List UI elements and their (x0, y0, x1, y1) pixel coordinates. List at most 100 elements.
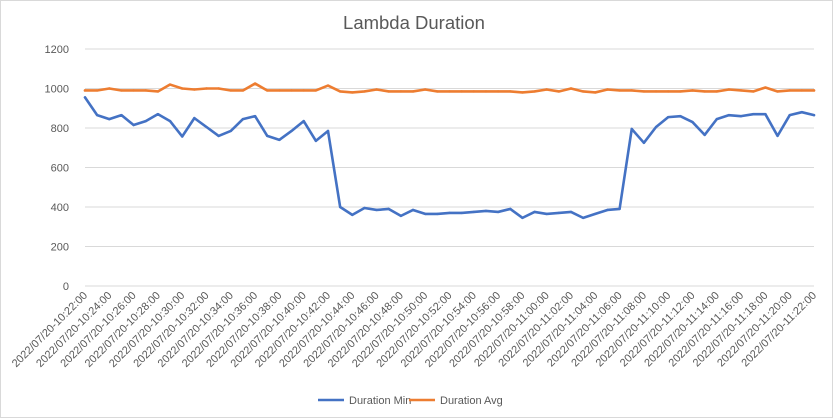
data-point-duration-min (205, 125, 208, 129)
data-point-duration-min (715, 117, 718, 121)
data-point-duration-avg (460, 90, 463, 93)
data-point-duration-avg (387, 90, 390, 93)
data-point-duration-min (496, 210, 500, 214)
data-point-duration-min (399, 214, 403, 218)
data-point-duration-avg (156, 90, 160, 93)
data-point-duration-avg (594, 91, 597, 94)
data-point-duration-min (788, 113, 791, 117)
data-point-duration-min (314, 139, 318, 143)
data-point-duration-min (83, 96, 87, 99)
data-point-duration-min (168, 119, 172, 123)
data-point-duration-avg (533, 90, 536, 93)
data-point-duration-min (581, 216, 585, 220)
data-point-duration-min (654, 125, 658, 129)
data-point-duration-avg (181, 87, 184, 90)
data-point-duration-min (156, 112, 160, 116)
data-point-duration-avg (739, 89, 743, 92)
data-point-duration-avg (241, 89, 245, 92)
data-point-duration-min (557, 211, 561, 215)
data-point-duration-min (545, 212, 548, 216)
data-point-duration-avg (557, 90, 561, 93)
x-axis-tick-labels: 2022/07/20-10:22:002022/07/20-10:24:0020… (10, 290, 819, 370)
data-point-duration-avg (302, 89, 305, 92)
data-point-duration-avg (472, 90, 475, 93)
data-point-duration-avg (375, 88, 378, 91)
data-point-duration-avg (606, 88, 609, 91)
data-point-duration-avg (764, 86, 767, 89)
data-point-duration-min (181, 135, 184, 138)
data-point-duration-min (302, 119, 305, 123)
data-point-duration-avg (448, 90, 451, 93)
data-point-duration-avg (266, 89, 269, 92)
data-point-duration-min (472, 210, 475, 214)
data-point-duration-avg (217, 87, 220, 90)
data-point-duration-min (618, 207, 621, 211)
data-point-duration-avg (509, 90, 512, 93)
data-point-duration-avg (253, 82, 257, 85)
data-point-duration-avg (424, 88, 427, 91)
data-point-duration-min (108, 117, 111, 121)
data-point-duration-avg (83, 89, 87, 92)
data-point-duration-min (800, 111, 804, 114)
data-point-duration-min (703, 133, 706, 137)
data-point-duration-avg (229, 89, 232, 92)
y-tick-label: 0 (63, 281, 69, 293)
data-point-duration-avg (484, 90, 488, 93)
data-point-duration-min (533, 210, 536, 214)
data-point-duration-min (363, 206, 366, 210)
data-point-duration-min (460, 211, 463, 215)
data-point-duration-min (484, 209, 488, 213)
data-point-duration-min (594, 212, 597, 216)
data-point-duration-avg (703, 90, 706, 93)
data-point-duration-min (752, 112, 755, 116)
data-point-duration-min (764, 112, 767, 116)
data-point-duration-min (132, 123, 135, 127)
data-point-duration-avg (363, 90, 366, 93)
data-point-duration-avg (193, 88, 196, 91)
data-point-duration-min (739, 114, 743, 118)
data-point-duration-avg (630, 89, 633, 92)
data-point-duration-min (642, 141, 646, 145)
data-point-duration-avg (411, 90, 415, 93)
data-point-duration-min (338, 205, 342, 209)
data-point-duration-min (253, 114, 257, 118)
data-point-duration-min (776, 134, 779, 138)
legend-label-duration-min: Duration Min (349, 395, 411, 407)
data-point-duration-min (351, 213, 354, 217)
data-point-duration-min (229, 129, 232, 133)
data-point-duration-min (290, 129, 293, 133)
data-point-duration-avg (618, 89, 621, 92)
data-point-duration-avg (278, 89, 281, 92)
data-point-duration-avg (691, 89, 694, 92)
data-point-duration-min (812, 113, 816, 117)
data-point-duration-avg (290, 89, 293, 92)
data-point-duration-min (606, 208, 609, 212)
data-point-duration-min (509, 207, 512, 211)
data-point-duration-min (727, 113, 731, 117)
data-point-duration-avg (144, 89, 147, 92)
data-point-duration-avg (752, 90, 755, 93)
data-point-duration-avg (95, 89, 99, 92)
y-tick-label: 1000 (45, 84, 69, 96)
data-point-duration-avg (108, 87, 111, 90)
y-tick-label: 400 (51, 202, 69, 214)
series-line-duration-min (83, 96, 816, 220)
data-point-duration-avg (812, 89, 816, 92)
data-point-duration-avg (168, 83, 172, 86)
data-point-duration-avg (399, 90, 403, 93)
data-point-duration-min (278, 138, 281, 142)
data-point-duration-min (630, 127, 633, 131)
y-tick-label: 600 (51, 163, 69, 175)
data-point-duration-avg (496, 90, 500, 93)
data-point-duration-min (448, 211, 451, 215)
data-point-duration-min (193, 116, 196, 120)
data-point-duration-avg (326, 84, 330, 87)
data-point-duration-min (411, 208, 415, 212)
gridlines (85, 48, 814, 287)
data-point-duration-avg (715, 90, 718, 93)
data-point-duration-min (120, 113, 123, 117)
data-point-duration-avg (314, 89, 318, 92)
data-point-duration-avg (338, 90, 342, 93)
